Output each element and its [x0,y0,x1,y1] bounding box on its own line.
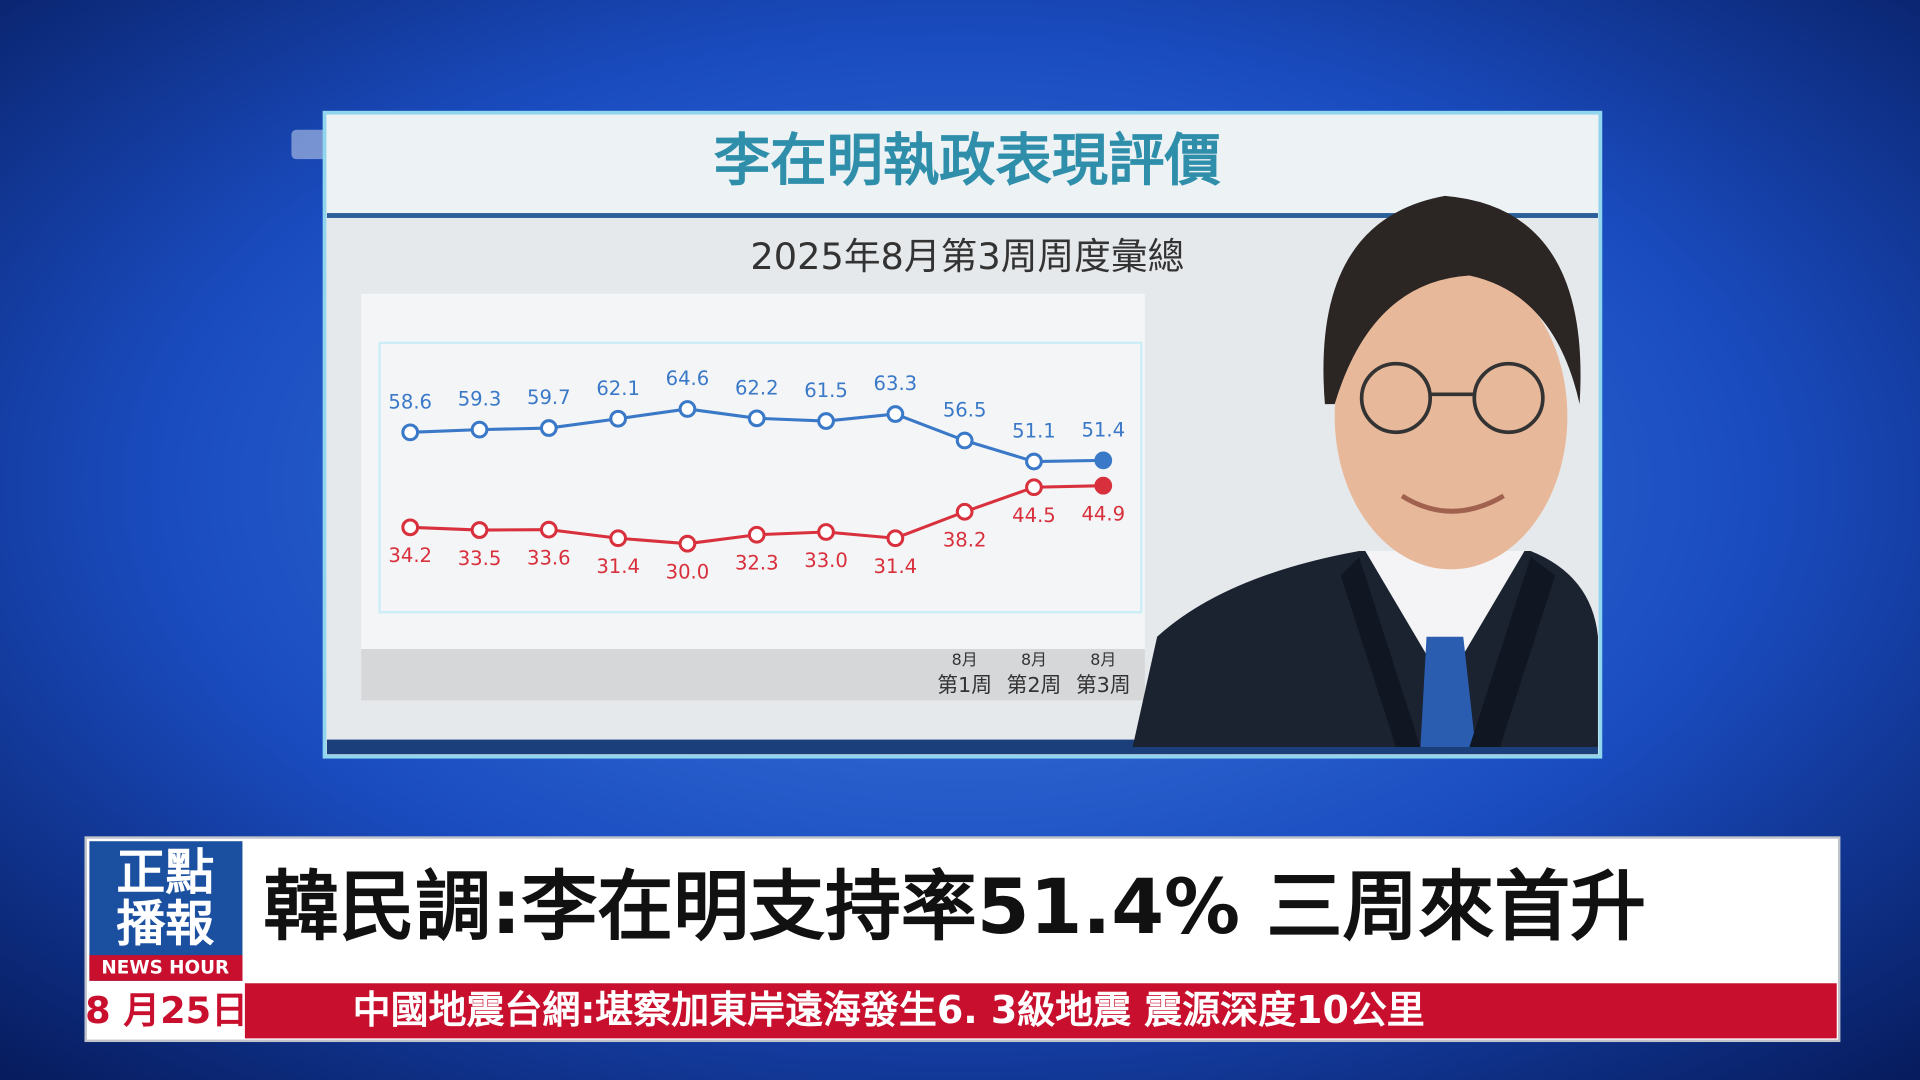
data-point [539,520,558,539]
data-point [678,400,697,418]
data-point [1025,452,1043,471]
data-label: 58.6 [388,390,432,413]
data-label: 62.2 [735,376,779,399]
data-label: 33.6 [527,547,571,570]
title-band [326,115,1598,216]
data-label: 44.9 [1081,503,1125,526]
data-point [539,419,558,437]
ticker-bar [244,983,1837,1039]
data-point [817,412,835,430]
data-point [609,529,627,548]
data-point [401,518,420,537]
axis-strip [361,648,1145,701]
data-label: 59.3 [458,388,502,411]
logo-strip [89,955,243,981]
data-label: 62.1 [596,377,640,400]
data-point [886,405,905,423]
x-tick-label: 8月第1周 [937,650,992,697]
data-point [955,431,974,450]
plot-background [361,293,1145,649]
data-label: 61.5 [804,379,848,402]
data-point [817,523,835,541]
data-point [747,525,766,544]
data-point [1094,451,1113,470]
data-label: 44.5 [1012,504,1056,527]
logo-line2: 播報 [116,895,214,952]
data-label: 64.6 [666,367,710,390]
date: 8 月25日 [85,989,248,1032]
data-point [747,409,766,428]
logo-english: NEWS HOUR [101,958,229,979]
data-label: 51.1 [1012,420,1056,443]
chart-title: 李在明執政表現評價 [714,129,1222,194]
data-point [470,521,489,539]
portrait [1132,195,1598,747]
data-label: 33.5 [458,547,502,570]
data-point [609,409,627,428]
data-label: 63.3 [874,372,918,395]
plot-frame [378,341,1143,614]
data-label: 31.4 [874,555,918,578]
ticker: 中國地震台網:堪察加東岸遠海發生6. 3級地震 震源深度10公里 [353,988,1425,1032]
data-point [401,423,420,442]
logo-line1: 正點 [116,844,214,901]
headline: 韓民調:李在明支持率51.4% 三周來首升 [263,863,1646,951]
chart-subtitle: 2025年8月第3周周度彙總 [750,235,1184,278]
data-label: 38.2 [943,529,987,552]
data-point [678,534,697,553]
x-tick-label: 8月第3周 [1076,650,1131,697]
data-label: 51.4 [1081,418,1125,441]
data-label: 34.2 [388,544,432,567]
data-point [1094,476,1113,495]
data-point [955,502,974,521]
data-label: 56.5 [943,399,987,422]
title-rule [326,213,1598,218]
data-point [470,420,489,439]
data-point [1025,478,1043,497]
data-label: 33.0 [804,549,848,572]
data-point [886,529,905,548]
data-label: 31.4 [596,555,640,578]
data-label: 30.0 [666,561,710,584]
data-label: 32.3 [735,552,779,575]
x-tick-label: 8月第2周 [1007,650,1062,697]
data-label: 59.7 [527,386,571,409]
